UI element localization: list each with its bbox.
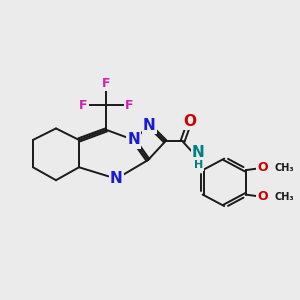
Text: CH₃: CH₃ <box>274 163 294 173</box>
Text: N: N <box>127 132 140 147</box>
Text: F: F <box>125 99 134 112</box>
Text: N: N <box>143 118 156 133</box>
Text: CH₃: CH₃ <box>274 192 294 202</box>
Text: N: N <box>192 146 205 160</box>
Text: F: F <box>79 99 88 112</box>
Text: H: H <box>194 160 203 170</box>
Text: N: N <box>110 171 123 186</box>
Text: O: O <box>257 190 268 203</box>
Text: F: F <box>102 77 111 90</box>
Text: O: O <box>257 161 268 174</box>
Text: O: O <box>183 114 196 129</box>
